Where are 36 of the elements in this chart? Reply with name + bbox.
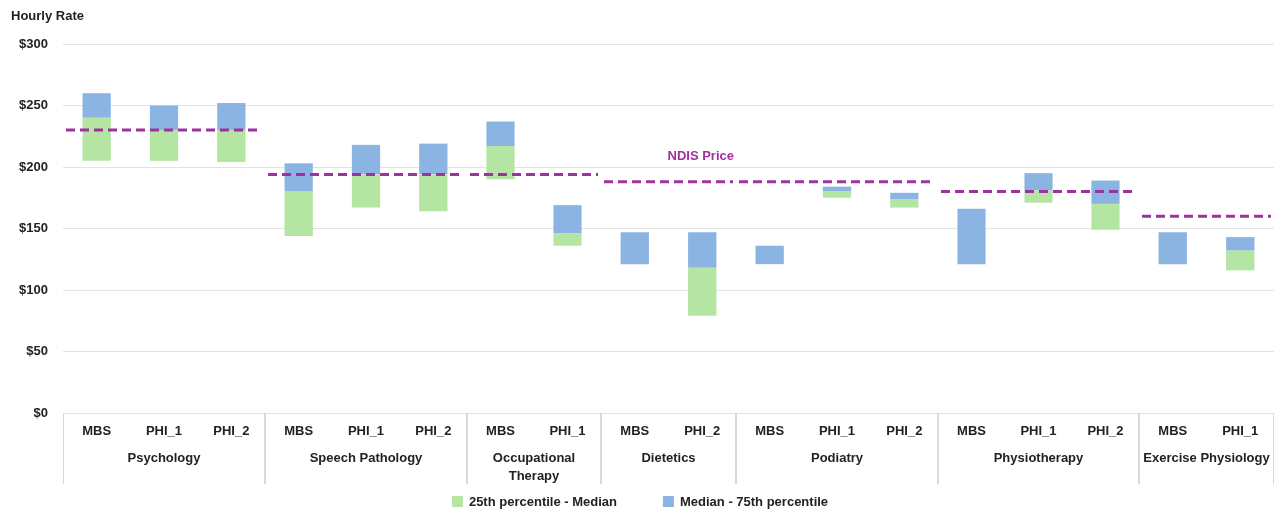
x-axis-title: Psychology	[127, 449, 202, 465]
x-tick-label: PHI_2	[1087, 423, 1124, 439]
x-tick-label: PHI_2	[684, 423, 721, 439]
x-tick-label: PHI_1	[1222, 423, 1259, 439]
y-tick-label: $250	[19, 97, 48, 113]
x-tick-label: PHI_1	[347, 423, 385, 439]
x-tick-label: MBS	[486, 423, 516, 439]
y-tick-label: $50	[26, 343, 48, 359]
x-axis-title: Podiatry	[810, 449, 864, 465]
x-tick-label: PHI_1	[549, 423, 586, 439]
x-tick-label: PHI_1	[818, 423, 856, 439]
x-tick-label: PHI_2	[415, 423, 452, 439]
x-tick-label: PHI_2	[886, 423, 923, 439]
x-tick-label: MBS	[957, 423, 987, 439]
x-axis-title: Physiotherapy	[993, 449, 1085, 465]
x-tick-label: MBS	[82, 423, 112, 439]
x-axis-title: Occupational Therapy	[492, 449, 576, 483]
x-tick-label: MBS	[1158, 423, 1188, 439]
y-tick-label: $0	[33, 404, 48, 420]
y-tick-label: $200	[19, 158, 48, 174]
legend-label: 25th percentile - Median	[468, 494, 617, 509]
y-axis-title: Hourly Rate	[11, 7, 84, 23]
ref-line-label: NDIS Price	[667, 148, 734, 164]
x-axis-title: Dietetics	[641, 449, 696, 465]
legend-label: Median - 75th percentile	[680, 494, 829, 509]
y-tick-label: $300	[19, 35, 48, 51]
x-axis-title: Exercise Physiology	[1143, 449, 1271, 465]
x-tick-label: MBS	[620, 423, 650, 439]
x-tick-label: MBS	[755, 423, 785, 439]
x-tick-label: PHI_1	[1020, 423, 1057, 439]
x-tick-label: PHI_1	[145, 423, 183, 439]
x-tick-label: PHI_2	[213, 423, 250, 439]
y-tick-label: $150	[19, 220, 48, 236]
x-tick-label: MBS	[284, 423, 314, 439]
y-tick-label: $100	[19, 281, 48, 297]
x-axis-title: Speech Pathology	[309, 449, 424, 465]
